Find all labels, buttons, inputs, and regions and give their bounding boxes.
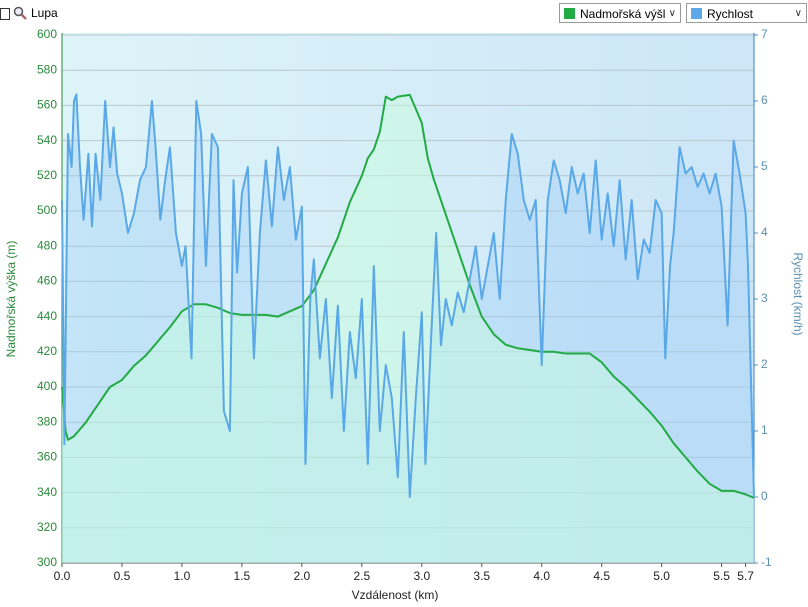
y-tick-label: 440 — [37, 309, 57, 323]
y2-tick-label: 0 — [761, 489, 768, 503]
legend-swatch — [691, 8, 702, 19]
area — [62, 94, 754, 563]
y2-tick-label: 7 — [761, 27, 768, 41]
y-tick-label: 360 — [37, 450, 57, 464]
x-tick-label: 3.0 — [413, 569, 430, 583]
y2-tick-label: 5 — [761, 159, 768, 173]
y-tick-label: 560 — [37, 98, 57, 112]
y2-tick-label: 4 — [761, 225, 768, 239]
dropdown-arrow: ∨ — [668, 8, 676, 19]
y-tick-label: 300 — [37, 555, 57, 569]
x-tick-label: 5.5 — [713, 569, 730, 583]
magnifier-icon — [13, 6, 27, 20]
x-tick-label: 4.5 — [593, 569, 610, 583]
y2-tick-label: 1 — [761, 423, 768, 437]
legend-label: Rychlost — [707, 7, 754, 21]
x-tick-label: 1.0 — [174, 569, 191, 583]
y2-tick-label: 6 — [761, 93, 768, 107]
y-tick-label: 340 — [37, 485, 57, 499]
y-tick-label: 600 — [37, 27, 57, 41]
y2-tick-label: 2 — [761, 357, 768, 371]
y-axis-title: Nadmořská výška (m) — [4, 241, 18, 358]
x-tick-label: 2.5 — [353, 569, 370, 583]
x-axis-title: Vzdálenost (km) — [352, 588, 439, 602]
y-tick-label: 320 — [37, 520, 57, 534]
y2-tick-label: 3 — [761, 291, 768, 305]
y-tick-label: 420 — [37, 344, 57, 358]
x-tick-label: 4.0 — [533, 569, 550, 583]
series-dropdown[interactable]: Rychlost ∨ — [686, 3, 807, 23]
zoom-checkbox[interactable] — [0, 8, 10, 20]
x-tick-label: 0.5 — [114, 569, 131, 583]
y2-axis-title: Rychlost (km/h) — [791, 252, 805, 335]
series-line — [61, 93, 755, 498]
y-tick-label: 500 — [37, 203, 57, 217]
y-tick-label: 520 — [37, 168, 57, 182]
x-tick-label: 2.0 — [294, 569, 311, 583]
y-tick-label: 400 — [37, 379, 57, 393]
x-tick-label: 5.7 — [737, 569, 754, 583]
y2-tick-label: -1 — [761, 555, 772, 569]
x-tick-label: 0.0 — [54, 569, 71, 583]
y-tick-label: 380 — [37, 414, 57, 428]
series-line — [61, 93, 755, 499]
legend-swatch — [564, 8, 575, 19]
area — [62, 94, 754, 564]
legend-label: Nadmořská výšl — [580, 7, 666, 21]
y-tick-label: 460 — [37, 274, 57, 288]
series-dropdown[interactable]: Nadmořská výšl ∨ — [559, 3, 681, 23]
x-tick-label: 1.5 — [234, 569, 251, 583]
dropdown-arrow: ∨ — [794, 8, 802, 19]
x-tick-label: 3.5 — [473, 569, 490, 583]
y-tick-label: 480 — [37, 238, 57, 252]
x-tick-label: 5.0 — [653, 569, 670, 583]
y-tick-label: 540 — [37, 133, 57, 147]
y-tick-label: 580 — [37, 62, 57, 76]
zoom-label: Lupa — [31, 6, 58, 20]
